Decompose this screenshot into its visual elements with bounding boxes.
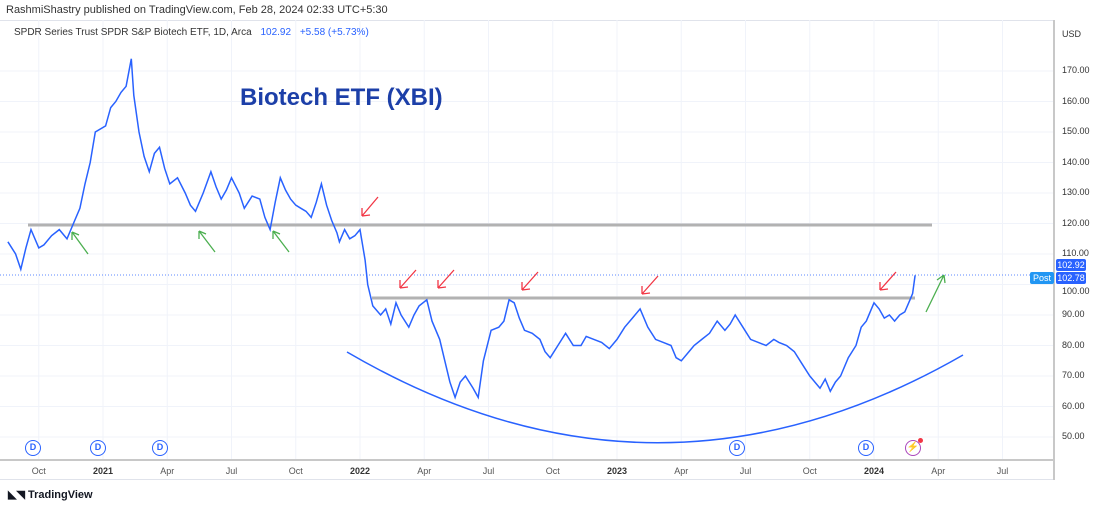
price-tick-label: 60.00	[1062, 400, 1085, 411]
red-arrows	[361, 196, 897, 295]
time-tick-label: Jul	[739, 466, 752, 476]
price-chart[interactable]	[0, 20, 1053, 459]
time-tick-label: 2021	[92, 466, 114, 476]
publisher-line: RashmiShastry published on TradingView.c…	[6, 4, 388, 16]
price-tick-label: 90.00	[1062, 309, 1085, 319]
dividend-marker[interactable]: D	[90, 440, 106, 456]
price-tick-label: 50.00	[1062, 431, 1085, 441]
price-tick-label: 80.00	[1062, 339, 1085, 350]
dividend-marker[interactable]: D	[152, 440, 168, 456]
time-tick-label: 2024	[863, 466, 885, 476]
rounded-bottom-curve[interactable]	[346, 351, 964, 444]
price-axis[interactable]	[1053, 20, 1100, 480]
post-label: Post	[1030, 272, 1054, 284]
price-tick-label: 150.00	[1062, 126, 1090, 136]
dividend-marker[interactable]: D	[858, 440, 874, 456]
time-tick-label: Apr	[931, 466, 946, 476]
legend-price: 102.92	[260, 27, 292, 38]
price-line	[7, 58, 916, 400]
lightning-event-icon[interactable]: ⚡	[905, 438, 923, 456]
time-tick-label: Oct	[288, 466, 303, 476]
price-tick-label: 70.00	[1062, 370, 1085, 380]
dividend-marker[interactable]: D	[25, 440, 41, 456]
red-arrow-icon	[641, 275, 659, 295]
post-price-tag: 102.78	[1056, 272, 1086, 284]
time-tick-label: Oct	[802, 466, 817, 476]
grid	[0, 20, 1053, 459]
price-tick-label: 170.00	[1062, 65, 1090, 75]
green-arrow-icon	[272, 230, 290, 253]
symbol-legend[interactable]: SPDR Series Trust SPDR S&P Biotech ETF, …	[14, 27, 369, 38]
time-tick-label: Jul	[482, 466, 495, 476]
price-tick-label: 130.00	[1062, 187, 1090, 197]
price-tick-label: 100.00	[1062, 286, 1090, 296]
symbol-name: SPDR Series Trust SPDR S&P Biotech ETF, …	[14, 27, 252, 38]
time-tick-label: 2023	[606, 466, 628, 476]
time-tick-label: Apr	[674, 466, 689, 476]
chart-title: Biotech ETF (XBI)	[240, 84, 443, 111]
time-tick-label: Jul	[996, 466, 1009, 476]
time-tick-label: Jul	[225, 466, 238, 476]
red-arrow-icon	[437, 269, 455, 289]
tv-logo-icon: ◣◥	[8, 489, 28, 501]
red-arrow-icon	[879, 271, 897, 291]
time-tick-label: Oct	[545, 466, 560, 476]
time-tick-label: Apr	[160, 466, 175, 476]
dividend-marker[interactable]: D	[729, 440, 745, 456]
legend-change: +5.58 (+5.73%)	[299, 27, 369, 38]
last-price-tag: 102.92	[1056, 259, 1086, 271]
currency-label[interactable]: USD	[1062, 29, 1082, 39]
price-tick-label: 120.00	[1062, 217, 1090, 228]
time-tick-label: 2022	[349, 466, 371, 476]
tradingview-logo[interactable]: ◣◥ TradingView	[8, 489, 93, 501]
price-tick-label: 160.00	[1062, 95, 1090, 106]
green-arrow-icon	[198, 230, 216, 253]
time-tick-label: Oct	[31, 466, 46, 476]
red-arrow-icon	[361, 196, 379, 217]
red-arrow-icon	[399, 269, 417, 289]
green-arrows	[71, 230, 946, 313]
red-arrow-icon	[521, 271, 539, 291]
green-arrow-icon	[71, 231, 89, 255]
price-tick-label: 110.00	[1062, 248, 1089, 258]
chart-frame	[0, 20, 1100, 480]
green-arrow-icon	[925, 274, 946, 313]
time-axis[interactable]: Oct 2021 Apr Jul Oct 2022 Apr Jul Oct 2023 Apr Jul O…	[0, 459, 1053, 480]
price-tick-label: 140.00	[1062, 156, 1090, 167]
time-tick-label: Apr	[417, 466, 432, 476]
